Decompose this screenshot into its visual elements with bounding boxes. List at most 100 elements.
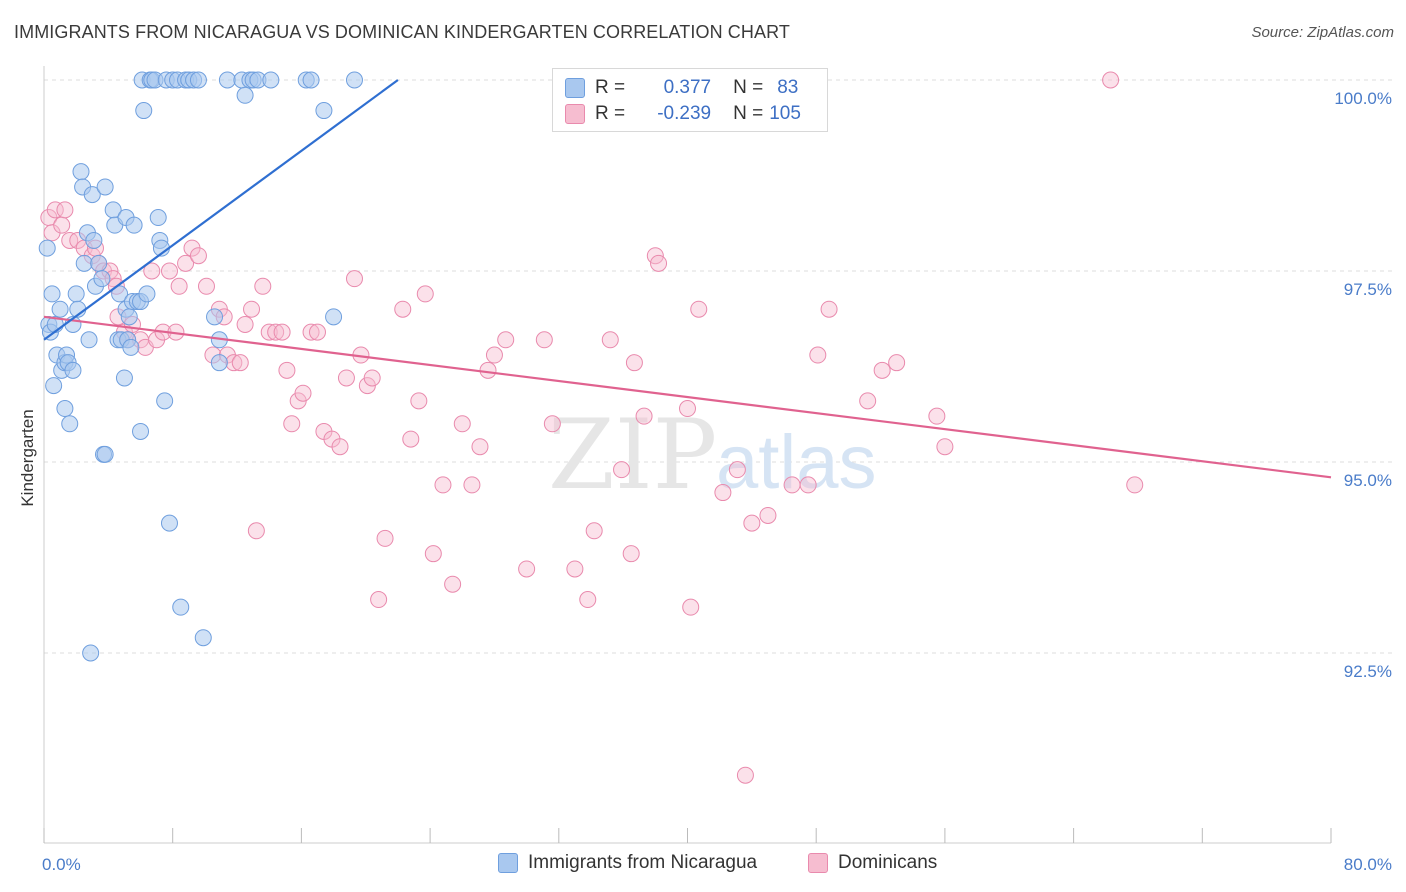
legend-swatch-blue [565, 78, 585, 98]
data-point-dominicans [53, 216, 71, 234]
data-point-dominicans [231, 354, 249, 372]
data-point-dominicans [46, 201, 64, 219]
data-point-nicaragua [96, 178, 114, 196]
data-point-nicaragua [38, 239, 56, 257]
data-point-nicaragua [111, 285, 129, 303]
data-point-dominicans [471, 438, 489, 456]
legend-n-value: 83 [777, 77, 799, 98]
data-point-dominicans [743, 514, 761, 532]
y-tick-label: 95.0% [1344, 471, 1392, 490]
data-point-dominicans [601, 331, 619, 349]
data-point-nicaragua [160, 514, 178, 532]
data-point-dominicans [236, 315, 254, 333]
data-point-nicaragua [75, 254, 93, 272]
data-point-dominicans [177, 254, 195, 272]
data-point-dominicans [1102, 71, 1120, 89]
data-point-nicaragua [262, 71, 280, 89]
legend-n-label: N = [733, 77, 764, 98]
data-point-dominicans [690, 300, 708, 318]
data-point-dominicans [679, 400, 696, 418]
data-point-nicaragua [345, 71, 363, 89]
data-point-dominicans [302, 323, 320, 341]
watermark-atlas: atlas [716, 420, 877, 505]
data-point-dominicans [682, 598, 700, 616]
data-point-dominicans [873, 361, 891, 379]
legend-label-dominicans: Dominicans [838, 852, 938, 873]
data-point-dominicans [820, 300, 838, 318]
data-point-nicaragua [96, 445, 114, 463]
y-tick-label: 92.5% [1344, 662, 1392, 681]
data-point-dominicans [714, 484, 732, 502]
data-point-dominicans [243, 300, 261, 318]
data-point-dominicans [736, 766, 754, 784]
data-point-dominicans [518, 560, 536, 578]
legend-r-value: 0.377 [663, 77, 712, 98]
data-point-dominicans [566, 560, 584, 578]
data-point-nicaragua [302, 71, 320, 89]
data-point-dominicans [331, 438, 349, 456]
data-point-nicaragua [72, 163, 90, 181]
data-point-dominicans [635, 407, 653, 425]
data-point-dominicans [444, 575, 462, 593]
data-point-nicaragua [206, 308, 224, 326]
data-point-nicaragua [149, 209, 167, 227]
data-point-nicaragua [236, 86, 254, 104]
data-point-dominicans [535, 331, 553, 349]
data-point-dominicans [434, 476, 452, 494]
data-point-dominicans [273, 323, 291, 341]
data-point-dominicans [625, 354, 643, 372]
data-point-dominicans [247, 522, 265, 540]
y-axis-label: Kindergarten [18, 409, 37, 506]
legend-item-dominicans: Dominicans [808, 852, 937, 874]
data-point-dominicans [579, 591, 597, 609]
data-point-dominicans [650, 254, 668, 272]
data-point-dominicans [783, 476, 801, 494]
data-point-nicaragua [83, 186, 101, 204]
data-point-dominicans [416, 285, 434, 303]
watermark-zip: ZIP [548, 399, 717, 511]
series-nicaragua [38, 71, 363, 662]
trend-line-dominicans [43, 315, 1332, 479]
data-point-dominicans [936, 438, 954, 456]
data-point-nicaragua [80, 331, 98, 349]
x-tick-label-max: 80.0% [1344, 855, 1392, 874]
data-point-nicaragua [45, 377, 63, 395]
chart-source: Source: ZipAtlas.com [1251, 24, 1394, 41]
data-point-dominicans [809, 346, 827, 364]
data-point-nicaragua [61, 415, 79, 433]
axes [43, 66, 1332, 844]
data-point-nicaragua [172, 598, 190, 616]
data-point-nicaragua [315, 102, 333, 120]
data-point-dominicans [402, 430, 420, 448]
data-point-dominicans [160, 262, 178, 280]
legend-r-label: R = [595, 77, 626, 98]
legend-label-nicaragua: Immigrants from Nicaragua [528, 852, 758, 873]
data-point-nicaragua [90, 254, 108, 272]
data-point-dominicans [453, 415, 471, 433]
data-point-dominicans [170, 277, 188, 295]
trend-line-nicaragua [43, 79, 399, 341]
data-point-dominicans [337, 369, 355, 387]
y-tick-label: 97.5% [1344, 280, 1392, 299]
data-point-dominicans [622, 545, 640, 563]
data-point-dominicans [283, 415, 301, 433]
axis-labels: 92.5% 95.0% 97.5% 100.0% 0.0% 80.0% [42, 89, 1392, 874]
data-point-dominicans [56, 201, 74, 219]
data-point-dominicans [376, 529, 394, 547]
data-point-nicaragua [85, 231, 103, 249]
legend-row-nicaragua: R = 0.377 N = 83 [565, 76, 798, 100]
data-point-dominicans [497, 331, 515, 349]
data-point-nicaragua [135, 102, 153, 120]
data-point-nicaragua [120, 308, 138, 326]
data-point-dominicans [1126, 476, 1144, 494]
data-point-dominicans [143, 262, 161, 280]
data-point-nicaragua [189, 71, 207, 89]
data-point-dominicans [294, 384, 312, 402]
data-point-nicaragua [67, 285, 85, 303]
data-point-dominicans [394, 300, 412, 318]
data-point-dominicans [463, 476, 481, 494]
legend-swatch-blue [498, 853, 518, 873]
data-point-nicaragua [82, 644, 100, 662]
data-point-dominicans [759, 506, 777, 524]
